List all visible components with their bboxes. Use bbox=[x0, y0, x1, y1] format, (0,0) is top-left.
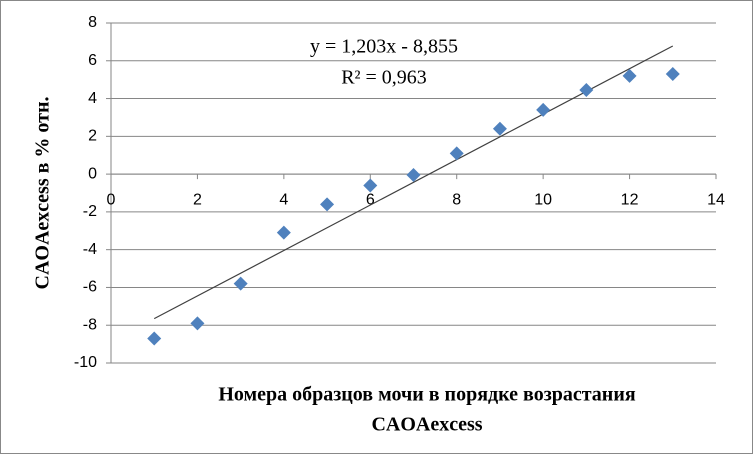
x-axis-title: CAOAexcess bbox=[371, 414, 482, 436]
data-point bbox=[665, 67, 680, 81]
x-tick-label: 6 bbox=[366, 191, 375, 208]
x-tick-label: 0 bbox=[107, 191, 116, 208]
y-tick-label: 0 bbox=[88, 165, 97, 182]
x-tick-label: 2 bbox=[193, 191, 202, 208]
x-tick-label: 10 bbox=[534, 191, 552, 208]
y-tick-label: 2 bbox=[88, 128, 97, 145]
data-point bbox=[233, 276, 248, 291]
y-tick-label: 4 bbox=[88, 90, 97, 107]
y-tick-label: -6 bbox=[83, 279, 97, 296]
x-tick-label: 8 bbox=[452, 191, 461, 208]
data-point bbox=[492, 121, 507, 136]
y-tick-label: -4 bbox=[83, 241, 97, 258]
y-tick-label: -8 bbox=[83, 316, 97, 333]
data-point bbox=[406, 168, 421, 183]
data-point bbox=[579, 83, 594, 98]
data-point bbox=[449, 146, 464, 161]
data-point bbox=[622, 68, 637, 83]
x-tick-label: 12 bbox=[621, 191, 639, 208]
data-point bbox=[147, 331, 162, 346]
data-point bbox=[536, 102, 551, 117]
trendline-r-squared: R² = 0,963 bbox=[341, 67, 427, 89]
y-tick-label: -2 bbox=[83, 203, 97, 220]
x-tick-label: 4 bbox=[279, 191, 288, 208]
data-point bbox=[320, 197, 335, 212]
x-axis-title: Номера образцов мочи в порядке возрастан… bbox=[218, 384, 636, 406]
data-point bbox=[363, 178, 378, 193]
data-point bbox=[276, 225, 291, 240]
y-tick-label: -10 bbox=[74, 354, 97, 371]
y-tick-label: 8 bbox=[88, 14, 97, 31]
trendline-equation: y = 1,203x - 8,855 bbox=[310, 36, 458, 58]
y-axis-title: CAOAexcess в % отн. bbox=[32, 97, 54, 290]
y-tick-label: 6 bbox=[88, 52, 97, 69]
x-tick-label: 14 bbox=[707, 191, 725, 208]
data-point bbox=[190, 316, 205, 331]
